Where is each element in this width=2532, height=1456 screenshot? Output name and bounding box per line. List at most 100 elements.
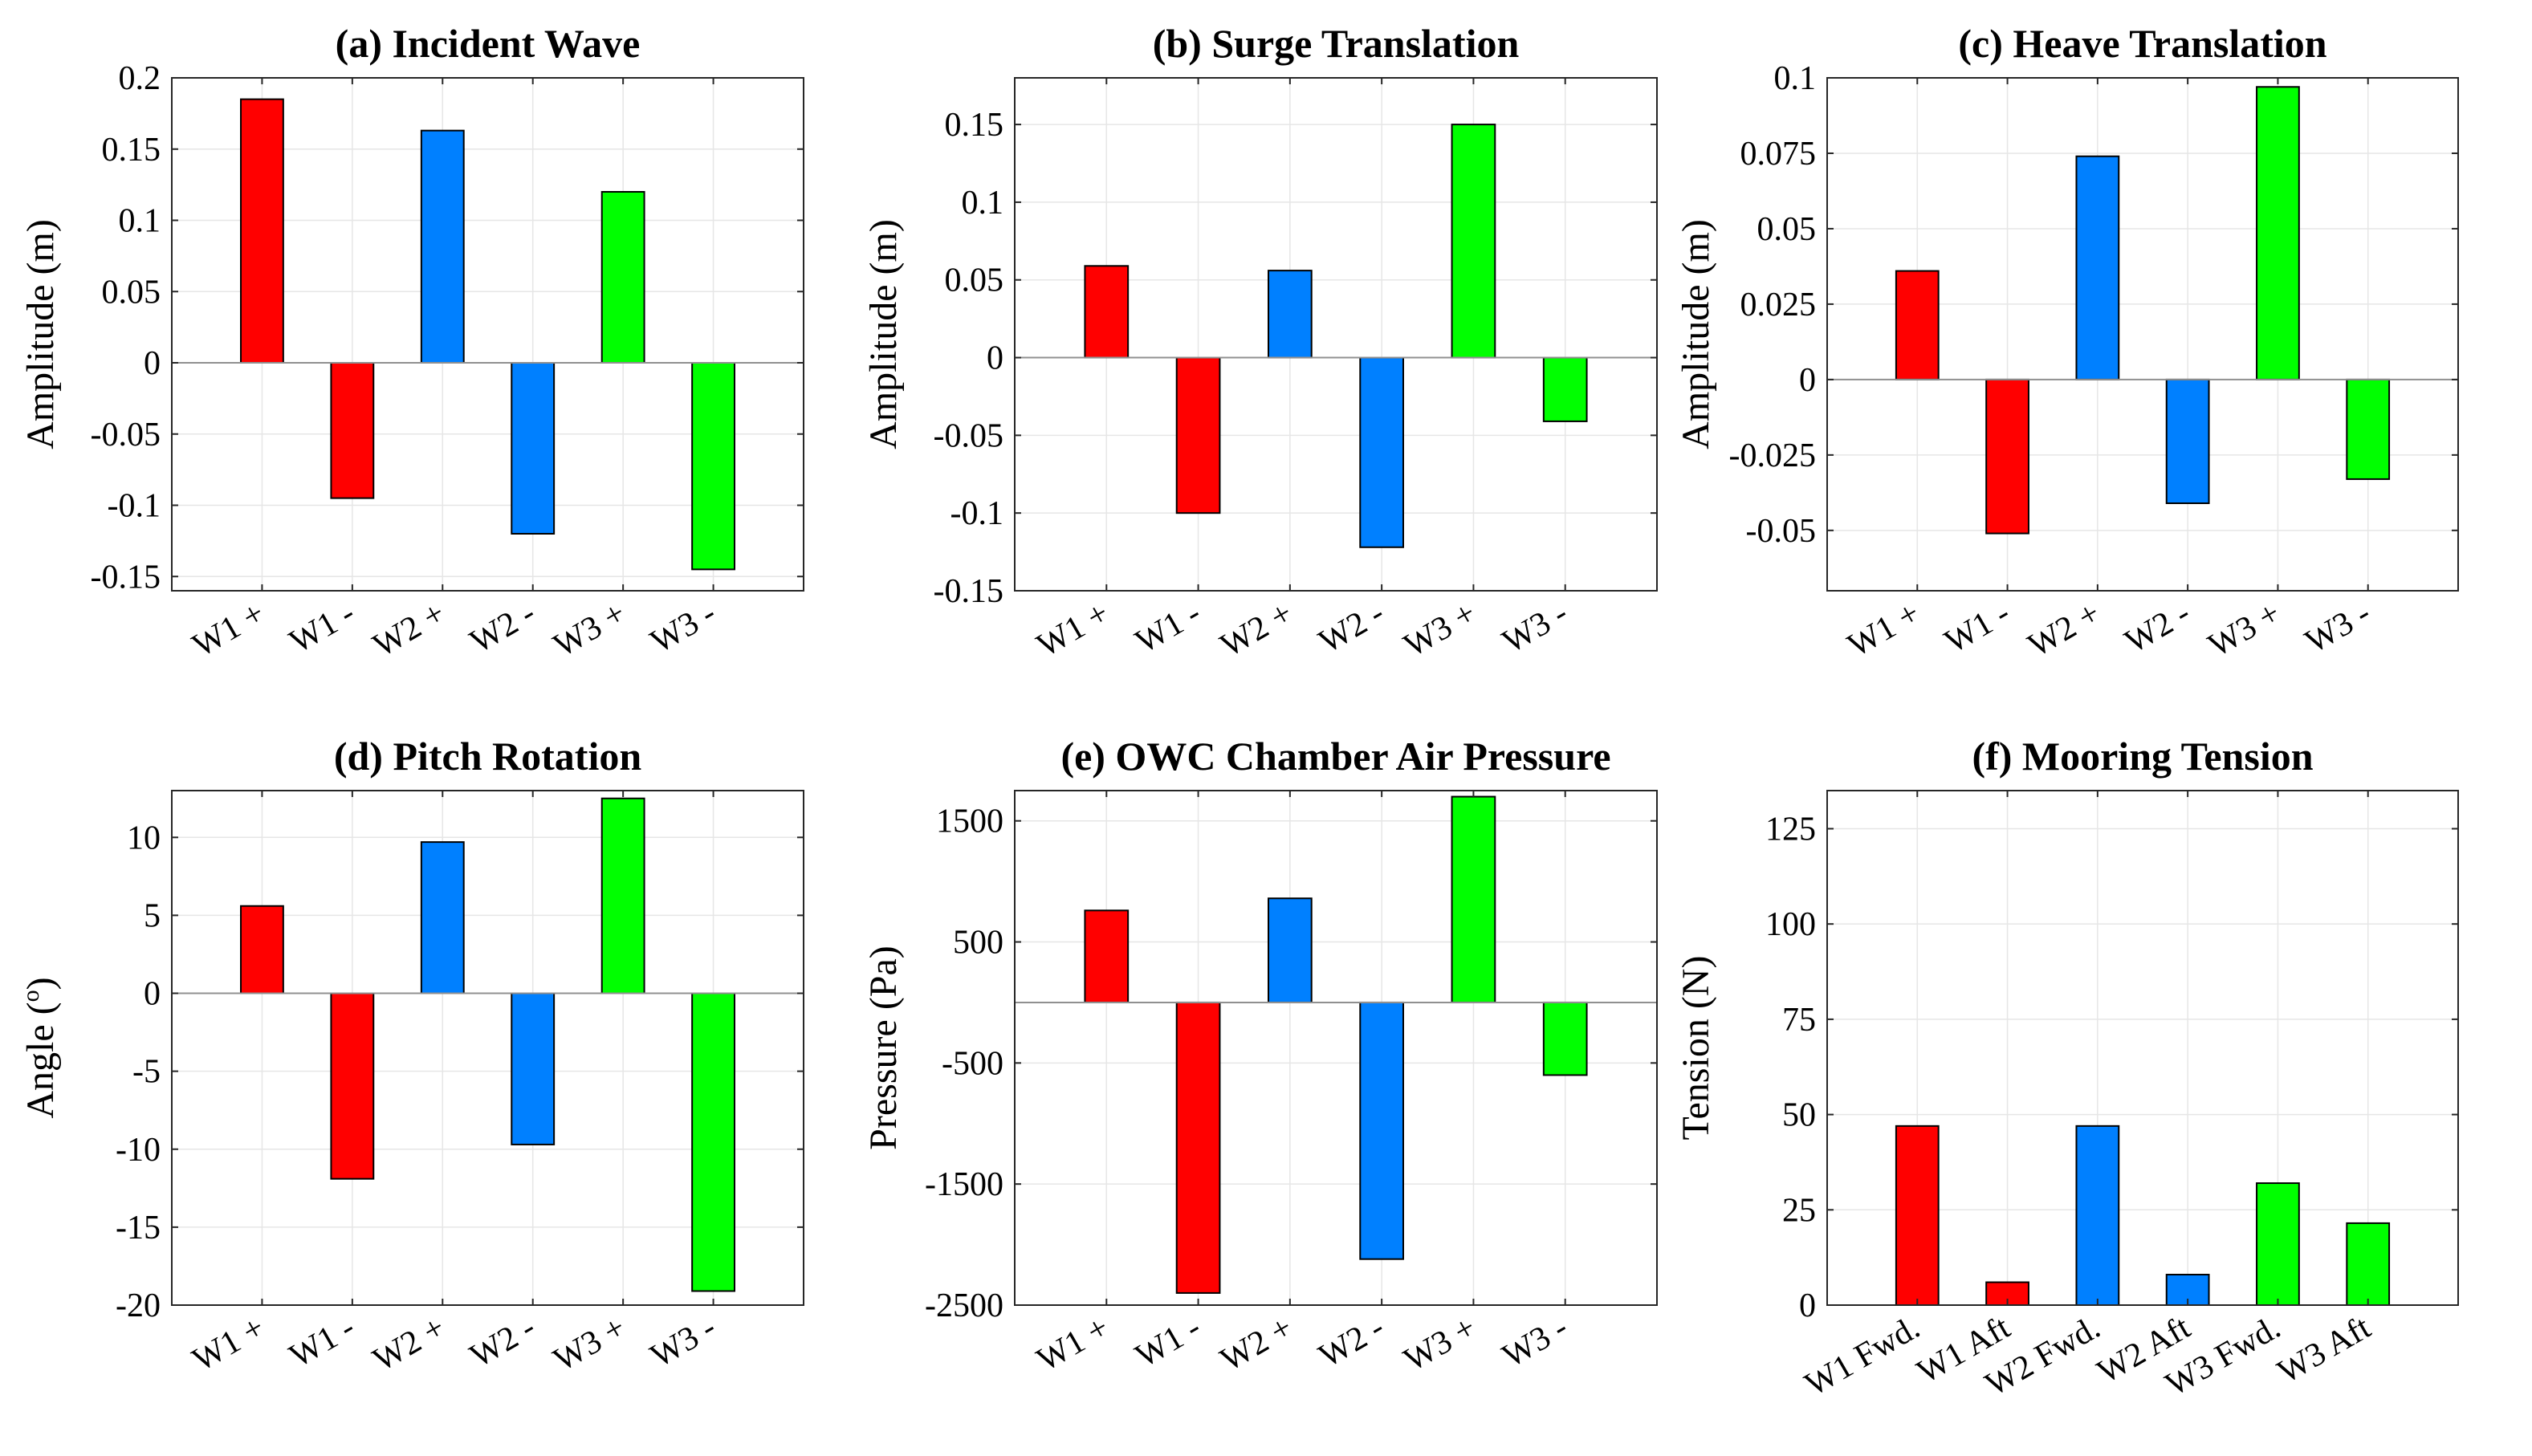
- y-tick-label: 0.05: [1757, 211, 1817, 248]
- chart-title: (f) Mooring Tension: [1972, 734, 2313, 779]
- x-tick-label: W3 -: [1496, 595, 1574, 661]
- x-tick-label: W3 +: [548, 595, 632, 665]
- y-tick-label: 0.025: [1740, 287, 1817, 323]
- y-tick-label: 0.075: [1740, 136, 1817, 173]
- y-tick-label: 0: [987, 340, 1003, 377]
- bar-e-1: [1175, 1001, 1221, 1294]
- y-tick-label: 10: [127, 820, 161, 856]
- y-tick-label: -0.15: [934, 573, 1004, 610]
- bar-e-5: [1542, 1001, 1588, 1076]
- x-tick-label: W1 +: [186, 595, 271, 665]
- x-tick-label: W2 -: [1313, 1309, 1390, 1375]
- bar-d-1: [330, 992, 375, 1180]
- y-tick-label: 0.05: [945, 262, 1004, 299]
- bar-f-5: [2346, 1222, 2391, 1306]
- x-tick-label: W3 -: [2299, 595, 2377, 661]
- bar-e-3: [1359, 1001, 1405, 1260]
- bar-c-3: [2165, 378, 2210, 504]
- y-tick-label: 5: [144, 897, 161, 934]
- x-tick-label: W2 +: [367, 1309, 451, 1379]
- bar-b-5: [1542, 356, 1588, 422]
- x-tick-label: W1 -: [283, 595, 361, 661]
- y-tick-label: -0.05: [91, 417, 161, 453]
- bar-c-0: [1895, 270, 1940, 380]
- bar-d-4: [600, 797, 645, 994]
- y-tick-label: -2500: [925, 1287, 1003, 1324]
- x-tick-label: W2 +: [1215, 1309, 1299, 1379]
- y-tick-label: 125: [1765, 811, 1816, 848]
- chart-title: (b) Surge Translation: [1153, 21, 1520, 66]
- y-axis-label: Angle (o): [18, 977, 62, 1118]
- bar-b-4: [1451, 124, 1496, 359]
- x-tick-label: W3 -: [1496, 1309, 1574, 1375]
- y-axis-label: Amplitude (m): [19, 219, 62, 449]
- x-tick-label: W1 -: [283, 1309, 361, 1375]
- y-tick-label: 0.15: [102, 132, 161, 169]
- axes-frame: [1014, 790, 1658, 1306]
- bar-d-3: [511, 992, 556, 1145]
- bar-d-0: [240, 905, 284, 994]
- y-tick-label: -0.1: [108, 488, 161, 525]
- chart-panel-b: 0.15 0.1 0.05 0 -0.05 -0.1 -0.15 W1 + W1 - W2 + W2…: [862, 21, 1658, 665]
- bar-d-5: [691, 992, 735, 1292]
- y-tick-label: -5: [132, 1054, 161, 1091]
- y-tick-label: -10: [116, 1132, 161, 1169]
- chart-title: (a) Incident Wave: [336, 21, 641, 66]
- y-tick-label: 75: [1782, 1002, 1816, 1039]
- x-tick-label: W3 Aft: [2272, 1309, 2377, 1391]
- y-tick-label: -0.025: [1729, 437, 1817, 474]
- x-tick-label: W2 +: [367, 595, 451, 665]
- y-axis-label: Amplitude (m): [1675, 219, 1717, 449]
- y-tick-label: -0.15: [91, 559, 161, 596]
- y-tick-label: -500: [942, 1045, 1003, 1082]
- x-tick-label: W1 Fwd.: [1799, 1309, 1926, 1404]
- axes-frame: [1014, 77, 1658, 592]
- bar-c-5: [2346, 378, 2391, 480]
- x-tick-label: W2 +: [2022, 595, 2107, 665]
- bar-a-0: [240, 98, 284, 364]
- x-tick-label: W3 -: [645, 595, 723, 661]
- x-tick-label: W2 -: [2119, 595, 2196, 661]
- bar-b-3: [1359, 356, 1405, 548]
- bar-e-4: [1451, 795, 1496, 1003]
- y-tick-label: 100: [1765, 906, 1816, 943]
- y-tick-label: 0.2: [119, 60, 161, 97]
- bar-b-2: [1268, 270, 1313, 359]
- bar-c-2: [2075, 155, 2120, 380]
- bar-a-1: [330, 362, 375, 499]
- bar-b-1: [1175, 356, 1221, 514]
- x-tick-label: W2 -: [464, 1309, 542, 1375]
- bar-e-2: [1268, 897, 1313, 1003]
- y-tick-label: 50: [1782, 1097, 1816, 1134]
- y-tick-label: -0.1: [951, 495, 1004, 532]
- x-tick-label: W1 +: [1842, 595, 1926, 665]
- x-tick-label: W1 -: [1130, 595, 1207, 661]
- bar-a-4: [600, 191, 645, 364]
- y-tick-label: 0: [144, 976, 161, 1013]
- x-tick-label: W1 -: [1939, 595, 2017, 661]
- y-tick-label: 0: [144, 345, 161, 382]
- y-tick-label: -15: [116, 1210, 161, 1247]
- x-tick-label: W2 -: [1313, 595, 1390, 661]
- y-tick-label: -0.05: [1746, 513, 1817, 550]
- y-tick-label: 25: [1782, 1192, 1816, 1229]
- bar-f-4: [2256, 1182, 2300, 1306]
- x-tick-label: W2 -: [464, 595, 542, 661]
- y-tick-label: 0: [1799, 362, 1816, 399]
- bar-a-2: [420, 129, 465, 364]
- x-tick-label: W1 +: [1031, 595, 1115, 665]
- chart-title: (c) Heave Translation: [1958, 21, 2326, 66]
- axes-frame: [171, 790, 804, 1306]
- bar-f-2: [2075, 1125, 2120, 1306]
- x-tick-label: W1 -: [1130, 1309, 1207, 1375]
- y-tick-label: 0: [1799, 1287, 1816, 1324]
- x-tick-label: W3 -: [645, 1309, 723, 1375]
- y-axis-label: Pressure (Pa): [862, 946, 905, 1150]
- y-tick-label: 0.1: [119, 203, 161, 240]
- y-tick-label: -1500: [925, 1166, 1003, 1203]
- y-axis-label: Amplitude (m): [862, 219, 905, 449]
- y-tick-label: 1500: [936, 803, 1003, 840]
- y-axis-label: Tension (N): [1675, 956, 1717, 1141]
